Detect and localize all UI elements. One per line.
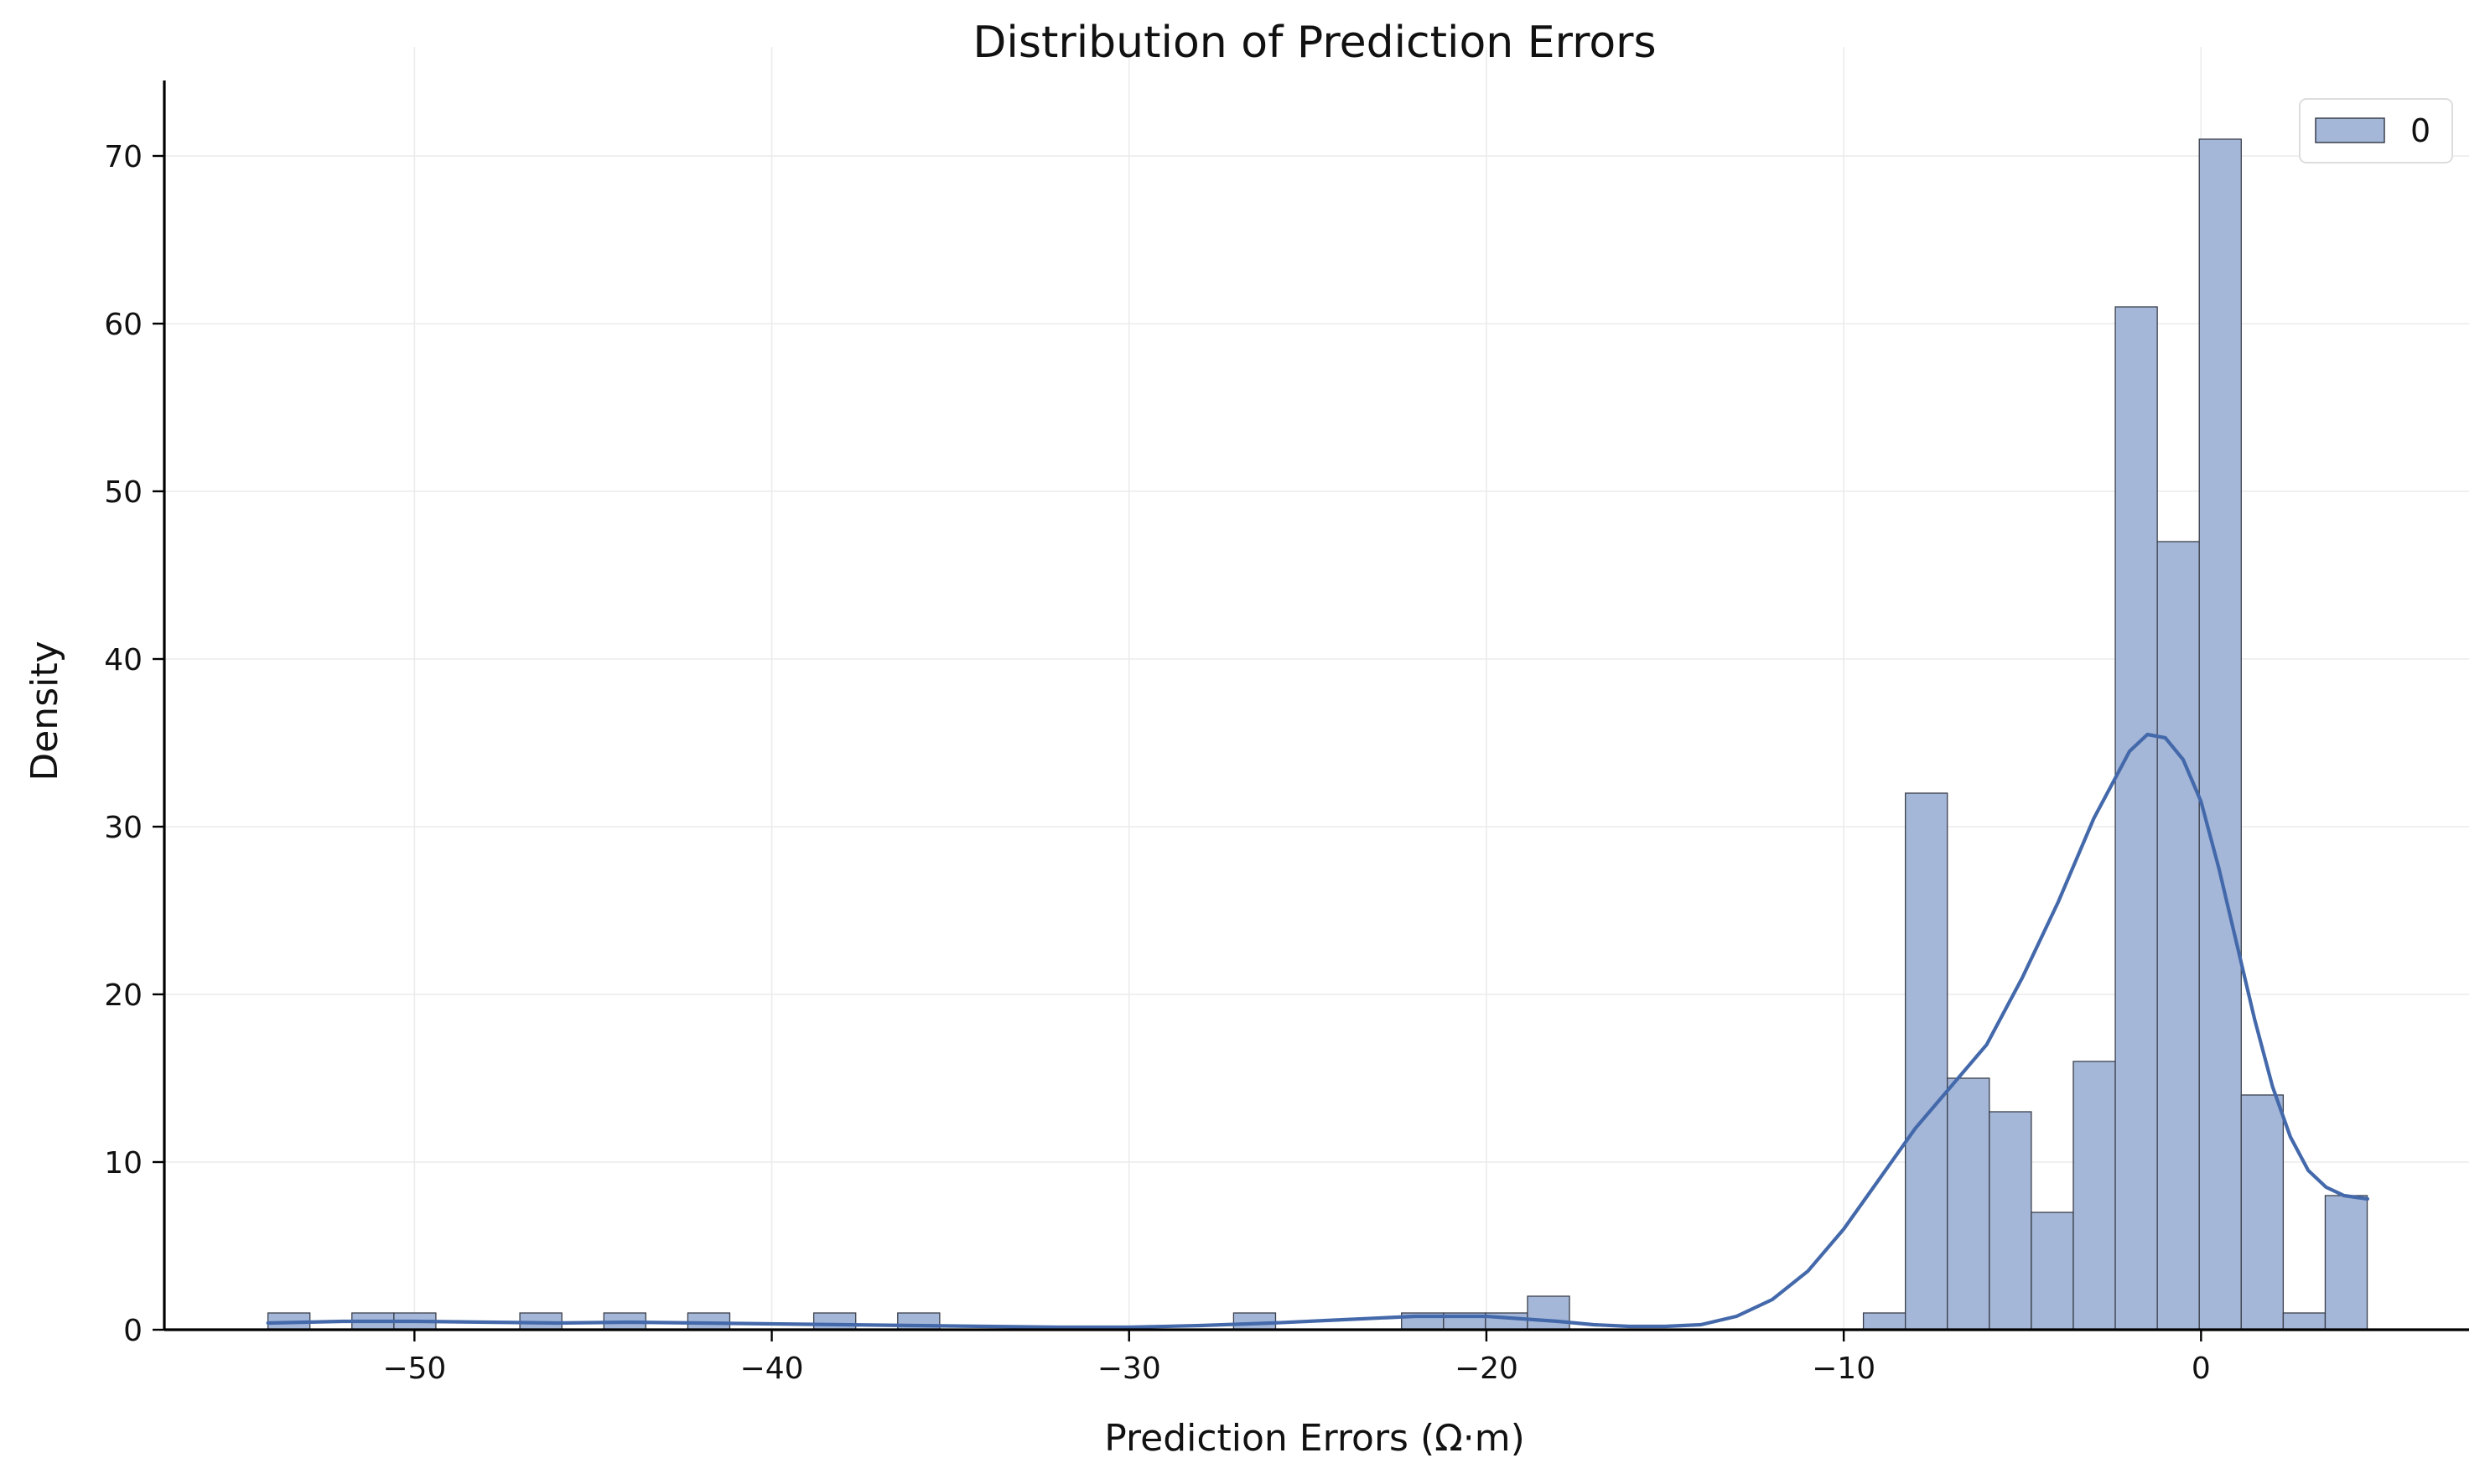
histogram-bar [2282,1312,2327,1331]
histogram-bar [2324,1195,2368,1331]
histogram-bar [2072,1061,2116,1331]
histogram-bar [1947,1077,1990,1331]
legend-swatch [2315,117,2385,143]
histogram-bar [2198,138,2242,1331]
x-tick-label: −10 [1812,1352,1875,1386]
x-axis-ticks: −50 −40 −30 −20 −10 0 [382,1330,2211,1386]
y-tick-label: 60 [104,308,143,342]
x-tick-label: −40 [740,1352,804,1386]
x-tick-label: −20 [1455,1352,1518,1386]
chart-title: Distribution of Prediction Errors [973,18,1656,68]
histogram-bar [2031,1212,2074,1331]
histogram-bar [812,1312,857,1331]
y-tick-label: 0 [123,1314,143,1348]
y-tick-label: 50 [104,475,143,510]
x-tick-label: 0 [2192,1352,2211,1386]
y-tick-label: 70 [104,140,143,174]
kde-curve [266,732,2370,1330]
y-axis-ticks: 0 10 20 30 40 50 60 70 [104,140,164,1348]
histogram-bar [2240,1094,2285,1331]
x-axis-label: Prediction Errors (Ω·m) [1104,1417,1525,1460]
y-axis-label: Density [23,641,66,781]
x-tick-label: −50 [382,1352,446,1386]
legend-entry-label: 0 [2410,112,2430,149]
histogram-bar [1989,1111,2032,1331]
histogram-bar [1862,1312,1906,1331]
y-tick-label: 30 [104,811,143,845]
histogram-bar [1232,1312,1277,1331]
y-tick-label: 10 [104,1146,143,1180]
histogram-bar [1527,1295,1570,1331]
y-tick-label: 40 [104,643,143,677]
histogram-bar [1905,792,1948,1331]
x-tick-label: −30 [1097,1352,1161,1386]
y-tick-label: 20 [104,978,143,1013]
histogram-bar [2156,541,2200,1331]
histogram-bars [267,138,2368,1331]
histogram-bar [2114,306,2158,1331]
legend: 0 [2299,98,2453,163]
